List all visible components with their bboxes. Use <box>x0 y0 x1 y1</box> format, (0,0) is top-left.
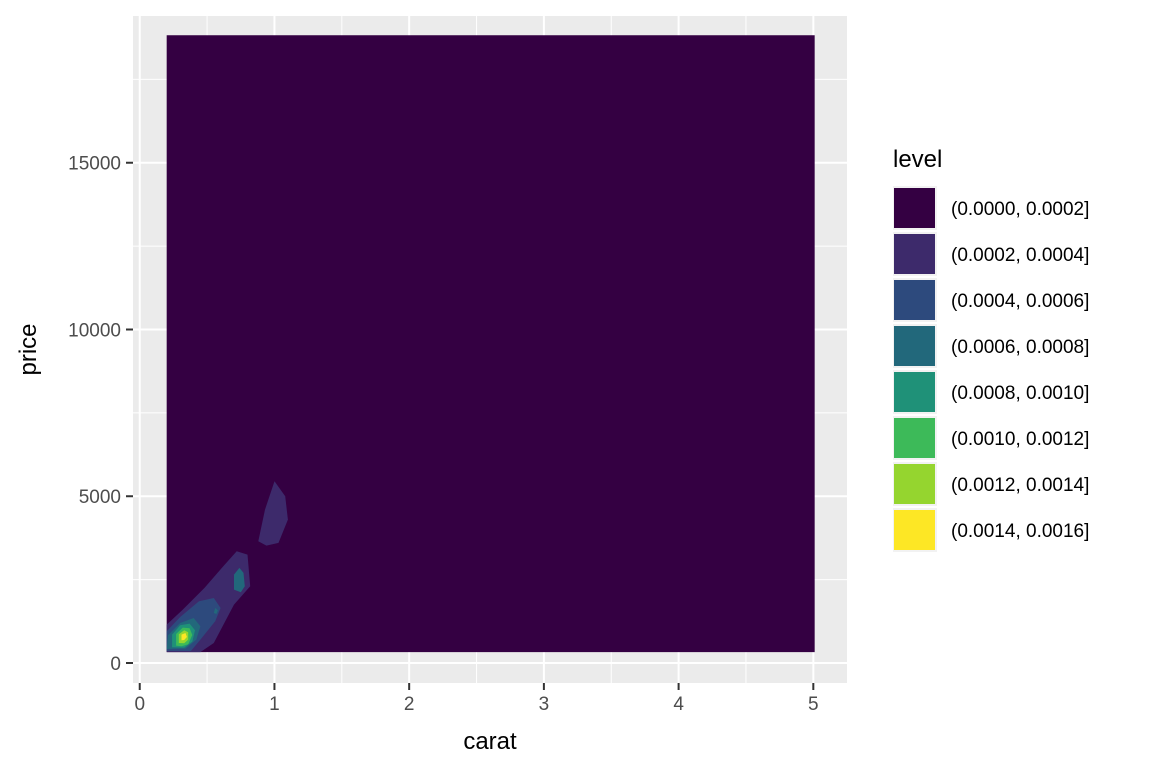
contour-band-level-0 <box>166 35 815 653</box>
legend-swatch <box>894 234 935 274</box>
axes: 0 1 2 3 4 5 0 5000 10000 15000 <box>68 154 818 715</box>
x-axis-title: carat <box>463 728 517 755</box>
legend-swatch <box>894 464 935 504</box>
y-tick-label: 10000 <box>68 320 121 341</box>
legend-swatch <box>894 326 935 366</box>
legend-title: level <box>893 146 942 173</box>
legend-swatch <box>894 372 935 412</box>
legend-label: (0.0014, 0.0016] <box>951 521 1089 542</box>
legend-swatch <box>894 188 935 228</box>
y-tick-label: 0 <box>110 654 121 675</box>
legend-swatch <box>894 418 935 458</box>
legend-label: (0.0008, 0.0010] <box>951 383 1089 404</box>
x-tick-label: 1 <box>269 694 280 715</box>
y-tick-label: 5000 <box>79 487 121 508</box>
legend-swatch <box>894 510 935 550</box>
legend-label: (0.0000, 0.0002] <box>951 199 1089 220</box>
y-axis-title: price <box>15 323 42 375</box>
y-tick-label: 15000 <box>68 154 121 175</box>
legend-label: (0.0010, 0.0012] <box>951 429 1089 450</box>
contour-layer <box>166 35 815 653</box>
x-tick-label: 5 <box>808 694 819 715</box>
legend-swatch <box>894 280 935 320</box>
x-tick-label: 0 <box>134 694 145 715</box>
legend-label: (0.0006, 0.0008] <box>951 337 1089 358</box>
legend-label: (0.0012, 0.0014] <box>951 475 1089 496</box>
x-tick-label: 2 <box>404 694 415 715</box>
legend-label: (0.0004, 0.0006] <box>951 291 1089 312</box>
legend-label: (0.0002, 0.0004] <box>951 245 1089 266</box>
x-tick-label: 4 <box>673 694 684 715</box>
contour-band-level-7 <box>181 633 187 641</box>
x-tick-label: 3 <box>539 694 550 715</box>
contour-band-level-3 <box>234 567 245 593</box>
contour-band-level-1 <box>258 481 288 546</box>
contour-band-level-3 <box>213 608 218 614</box>
legend: level (0.0000, 0.0002] (0.0002, 0.0004] (0… <box>893 146 1089 552</box>
